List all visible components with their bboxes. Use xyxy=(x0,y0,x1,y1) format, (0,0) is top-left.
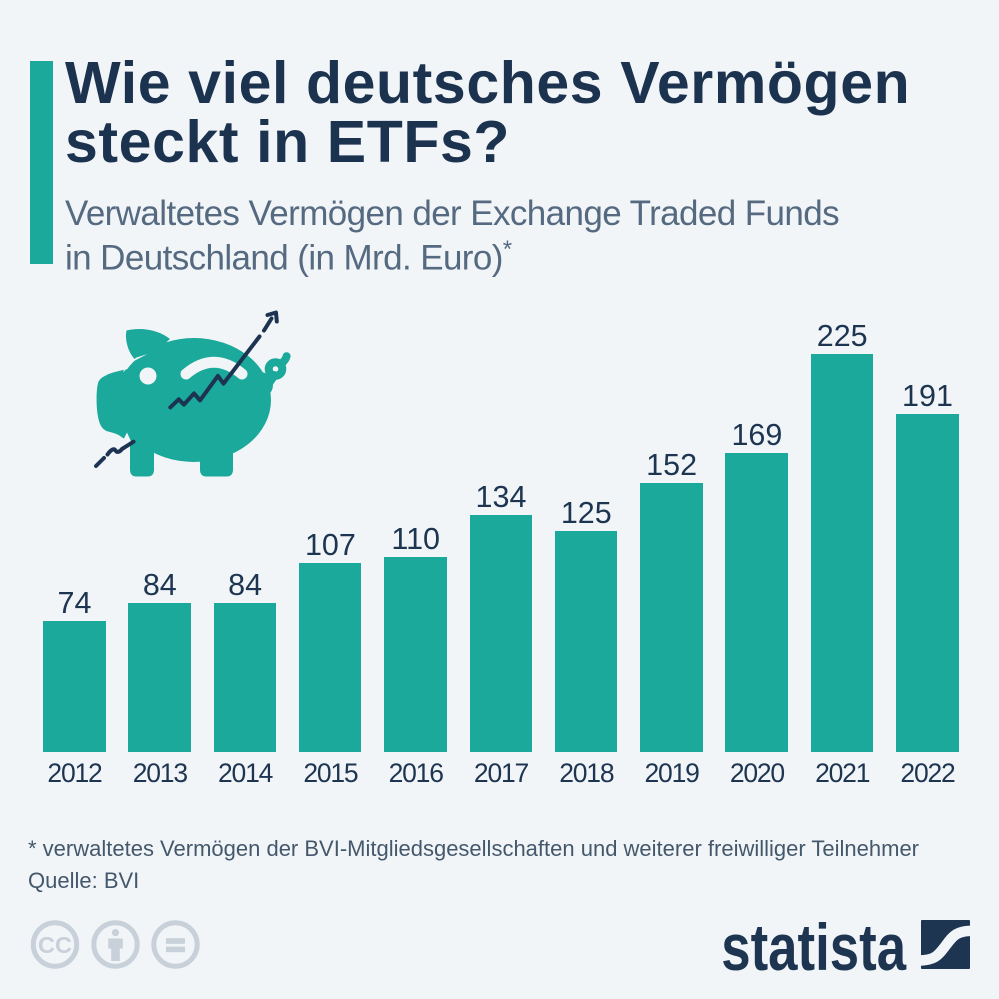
svg-text:CC: CC xyxy=(38,932,72,958)
